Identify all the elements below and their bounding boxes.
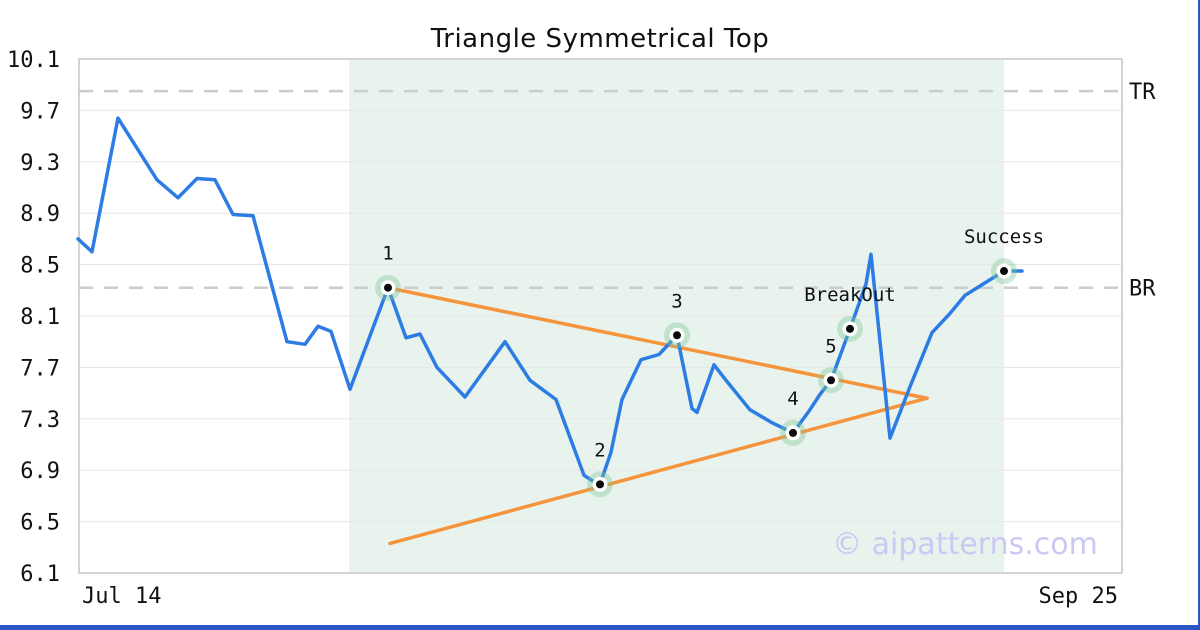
y-tick-label: 8.1 bbox=[20, 305, 60, 330]
right-edge-accent bbox=[1198, 0, 1200, 630]
y-tick-label: 6.1 bbox=[20, 562, 60, 587]
marker-dot bbox=[673, 331, 681, 340]
y-tick-label: 6.9 bbox=[20, 459, 60, 484]
y-tick-label: 7.7 bbox=[20, 356, 60, 381]
chart-title: Triangle Symmetrical Top bbox=[430, 24, 770, 54]
reference-label-tr: TR bbox=[1129, 80, 1156, 105]
trendline-lower-support bbox=[388, 396, 929, 546]
marker-dot bbox=[846, 324, 854, 333]
bottom-accent-bar bbox=[0, 625, 1200, 630]
annotation-label-3: 3 bbox=[671, 290, 682, 312]
x-tick-label: Sep 25 bbox=[1039, 584, 1118, 609]
marker-dot bbox=[1000, 267, 1008, 276]
marker-dot bbox=[789, 428, 797, 437]
y-tick-label: 9.3 bbox=[20, 151, 60, 176]
watermark: © aipatterns.com bbox=[832, 527, 1098, 562]
marker-dot bbox=[596, 480, 604, 489]
marker-dot bbox=[827, 376, 835, 385]
y-tick-label: 8.9 bbox=[20, 202, 60, 227]
y-tick-label: 10.1 bbox=[7, 48, 60, 73]
annotation-label-1: 1 bbox=[382, 243, 393, 265]
y-tick-label: 9.7 bbox=[20, 99, 60, 124]
marker-dot bbox=[384, 283, 392, 292]
x-tick-label: Jul 14 bbox=[82, 584, 161, 609]
price-line bbox=[76, 116, 1024, 487]
plot-border bbox=[78, 58, 1123, 574]
y-tick-label: 7.3 bbox=[20, 408, 60, 433]
annotation-label-2: 2 bbox=[594, 439, 605, 461]
y-tick-label: 8.5 bbox=[20, 254, 60, 279]
annotation-label-5: 5 bbox=[825, 335, 836, 357]
annotation-label-4: 4 bbox=[787, 388, 798, 410]
annotation-label-breakout: BreakOut bbox=[804, 284, 896, 306]
y-tick-label: 6.5 bbox=[20, 511, 60, 536]
annotation-label-success: Success bbox=[964, 226, 1044, 248]
reference-label-br: BR bbox=[1129, 277, 1156, 302]
